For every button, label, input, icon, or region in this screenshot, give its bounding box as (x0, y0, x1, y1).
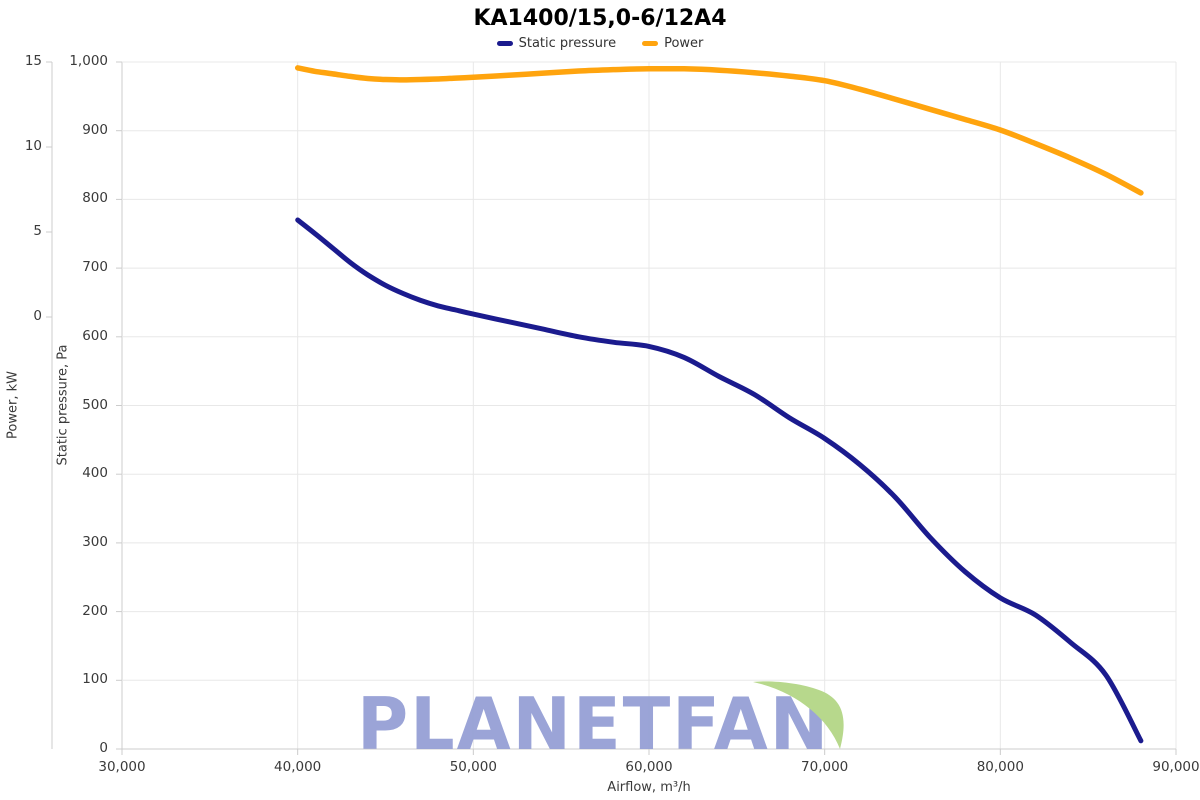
pressure-axis-tick-label: 900 (82, 121, 108, 138)
power-curve (294, 65, 1144, 196)
pressure-axis-tick-label: 600 (82, 327, 108, 344)
legend-item-static-pressure[interactable]: Static pressure (496, 36, 617, 51)
pressure-axis-tick-label: 500 (82, 396, 108, 413)
legend-swatch-icon (496, 41, 513, 46)
power-axis-tick-label: 5 (33, 223, 42, 239)
x-axis-tick-label: 80,000 (976, 759, 1024, 775)
pressure-axis-tick-label: 700 (82, 259, 108, 276)
power-axis-tick-label: 10 (24, 138, 42, 154)
x-axis-tick-label: 90,000 (1152, 759, 1200, 775)
x-axis-tick-label: 70,000 (801, 759, 849, 775)
legend-label: Power (664, 36, 704, 51)
power-axis-tick-label: 15 (24, 53, 42, 69)
leaf-icon (753, 681, 844, 749)
static-pressure-curve (295, 217, 1144, 744)
pressure-axis-tick-label: 300 (82, 533, 108, 550)
x-axis-tick-label: 50,000 (449, 759, 497, 775)
pressure-axis-tick-label: 800 (82, 190, 108, 207)
legend-label: Static pressure (518, 36, 617, 51)
legend-swatch-icon (642, 41, 659, 46)
x-axis-tick-label: 30,000 (98, 759, 146, 775)
power-axis-tick-label: 0 (33, 308, 42, 324)
page-title: KA1400/15,0-6/12A4 (473, 6, 727, 31)
pressure-axis-tick-label: 200 (82, 602, 108, 619)
legend-item-power[interactable]: Power (642, 36, 703, 51)
pressure-axis-tick-label: 100 (82, 671, 108, 688)
watermark-logo: PLANETFAN (357, 682, 831, 766)
chart-legend: Static pressure Power (0, 36, 1200, 51)
x-axis-tick-label: 60,000 (625, 759, 673, 775)
pressure-axis-tick-label: 0 (99, 740, 108, 756)
x-axis-title: Airflow, m³/h (607, 780, 691, 795)
x-axis-tick-label: 40,000 (274, 759, 322, 775)
pressure-axis-tick-label: 1,000 (69, 53, 108, 69)
pressure-axis-tick-label: 400 (82, 465, 108, 482)
